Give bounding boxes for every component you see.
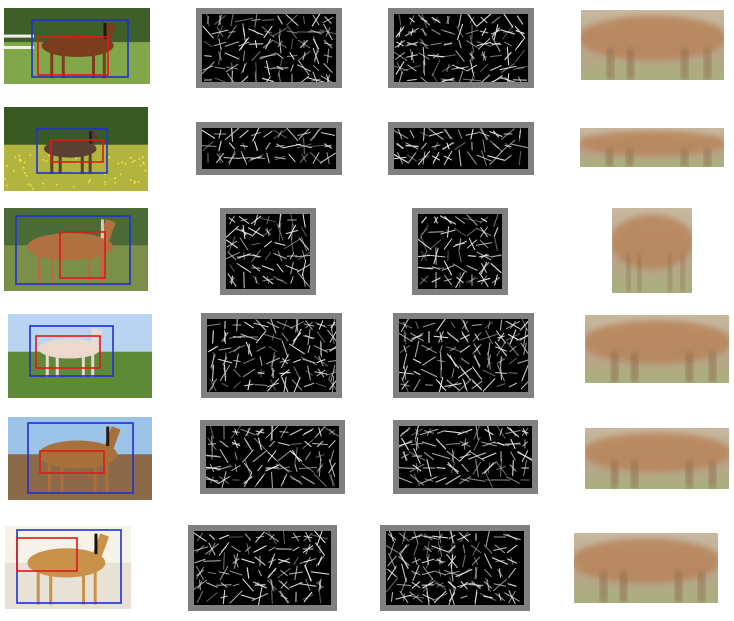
- horse-photo-svg: [4, 8, 150, 84]
- hog-cells: [226, 214, 310, 289]
- average-crop-svg: [585, 315, 729, 383]
- hog-template-b: [388, 8, 534, 88]
- average-crop: [580, 128, 724, 167]
- horse-photo-svg: [5, 526, 131, 609]
- hog-glyphs: [394, 128, 528, 167]
- hog-template-b: [380, 525, 530, 611]
- hog-template-b: [393, 313, 534, 398]
- average-crop: [612, 208, 692, 293]
- hog-template-b: [393, 420, 538, 494]
- hog-template-a: [188, 525, 337, 611]
- hog-glyphs: [394, 14, 528, 82]
- hog-cells: [386, 531, 524, 605]
- average-crop: [574, 533, 718, 603]
- hog-template-a: [220, 208, 316, 295]
- hog-template-a: [196, 122, 342, 175]
- average-crop-svg: [612, 208, 692, 293]
- hog-cells: [394, 14, 528, 82]
- hog-glyphs: [386, 531, 521, 605]
- horse-photo-svg: [8, 417, 152, 500]
- average-crop-svg: [580, 128, 724, 167]
- hog-template-a: [201, 313, 342, 398]
- hog-glyphs: [206, 426, 339, 488]
- horse-photo-svg: [4, 208, 148, 291]
- horse-photo-svg: [4, 107, 148, 191]
- average-crop-svg: [585, 428, 729, 489]
- hog-glyphs: [194, 531, 330, 605]
- hog-glyphs: [202, 128, 336, 166]
- horse-photo-svg: [8, 314, 152, 398]
- horse-photo: [8, 417, 152, 500]
- average-crop-svg: [574, 533, 718, 603]
- hog-template-b: [388, 122, 534, 175]
- horse-photo: [4, 8, 150, 84]
- horse-photo: [5, 526, 131, 609]
- hog-template-b: [412, 208, 508, 295]
- hog-template-a: [196, 8, 342, 88]
- horse-photo: [8, 314, 152, 398]
- hog-cells: [206, 426, 339, 488]
- hog-cells: [418, 214, 502, 289]
- hog-glyphs: [399, 426, 532, 488]
- average-crop-svg: [581, 10, 724, 80]
- hog-cells: [399, 319, 528, 392]
- hog-cells: [202, 14, 336, 82]
- hog-glyphs: [418, 214, 502, 289]
- horse-photo: [4, 208, 148, 291]
- average-crop: [585, 428, 729, 489]
- hog-template-a: [200, 420, 345, 494]
- hog-cells: [194, 531, 331, 605]
- hog-cells: [399, 426, 532, 488]
- hog-glyphs: [202, 14, 336, 82]
- hog-glyphs: [399, 319, 528, 392]
- horse-photo: [4, 107, 148, 191]
- hog-cells: [207, 319, 336, 392]
- hog-cells: [394, 128, 528, 169]
- average-crop: [581, 10, 724, 80]
- hog-glyphs: [207, 319, 336, 392]
- hog-glyphs: [226, 214, 310, 289]
- average-crop: [585, 315, 729, 383]
- hog-cells: [202, 128, 336, 169]
